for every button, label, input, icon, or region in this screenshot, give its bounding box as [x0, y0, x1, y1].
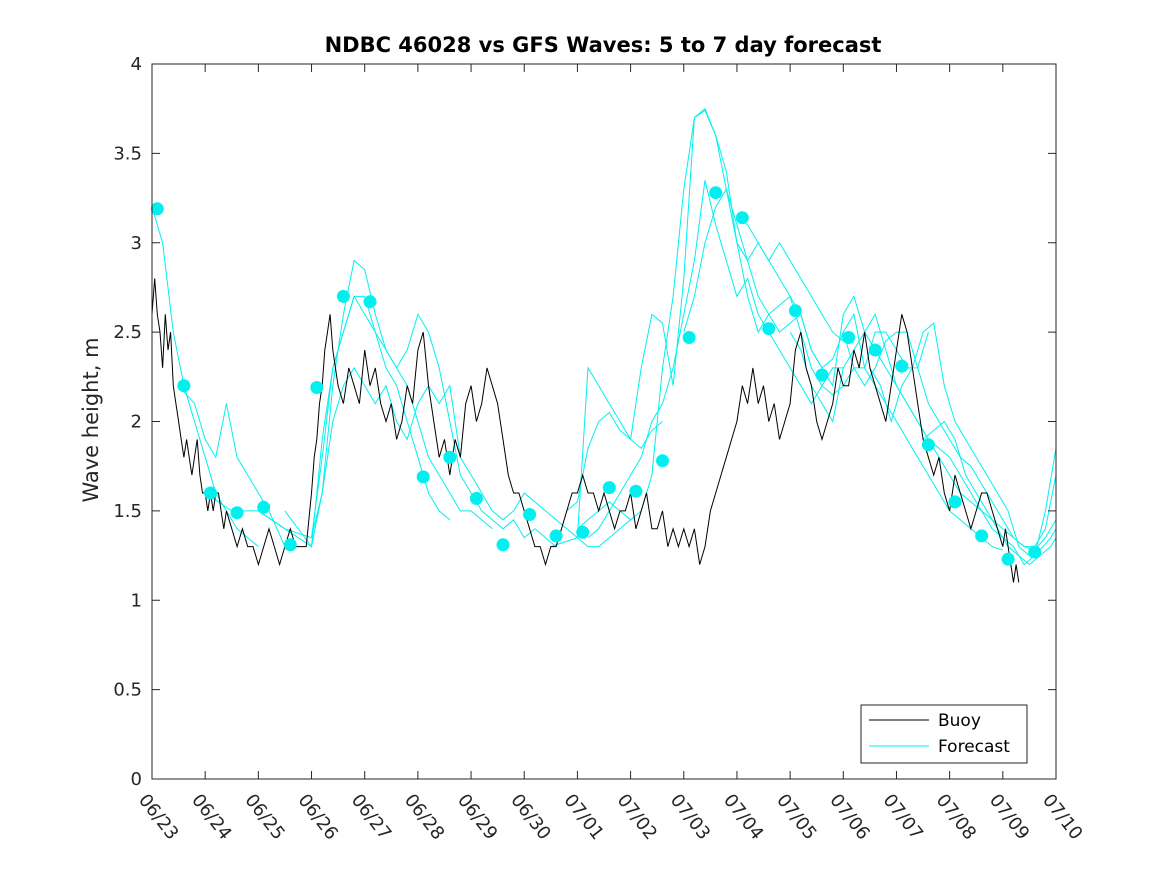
y-axis-label: Wave height, m [79, 337, 103, 502]
forecast-marker [576, 525, 590, 539]
forecast-marker [602, 481, 616, 495]
forecast-marker [709, 186, 723, 200]
forecast-marker [682, 331, 696, 344]
forecast-marker [204, 486, 217, 500]
forecast-marker [469, 491, 483, 505]
y-tick-label: 0.5 [113, 680, 142, 701]
forecast-marker [629, 484, 643, 498]
forecast-marker [230, 506, 244, 520]
forecast-marker [310, 381, 324, 394]
forecast-marker [921, 438, 935, 452]
forecast-marker [1001, 552, 1015, 566]
y-tick-label: 2.5 [113, 322, 142, 343]
forecast-marker [523, 508, 537, 521]
y-tick-label: 3 [131, 233, 142, 254]
forecast-marker [283, 538, 297, 552]
forecast-marker [815, 368, 829, 382]
forecast-line-13 [789, 313, 1057, 566]
forecast-marker [842, 331, 856, 344]
forecast-marker [363, 295, 377, 309]
forecast-marker [150, 202, 164, 216]
forecast-line-5 [284, 295, 557, 548]
forecast-line-9 [577, 109, 844, 530]
legend-buoy-label: Buoy [938, 711, 981, 731]
forecast-line-1 [151, 206, 259, 547]
y-tick-label: 1.5 [113, 501, 142, 522]
forecast-marker [868, 343, 882, 357]
forecast-marker [948, 495, 962, 509]
y-tick-label: 3.5 [113, 143, 142, 164]
forecast-marker [443, 450, 457, 464]
y-tick-label: 1 [131, 590, 142, 611]
forecast-line-14 [842, 331, 1057, 548]
y-tick-label: 4 [131, 54, 142, 75]
forecast-marker [656, 454, 669, 468]
forecast-marker [895, 359, 909, 373]
chart-title: NDBC 46028 vs GFS Waves: 5 to 7 day fore… [325, 33, 882, 57]
forecast-marker [788, 304, 802, 318]
forecast-marker [549, 529, 563, 543]
legend: Buoy Forecast [860, 704, 1028, 764]
forecast-marker [1028, 545, 1042, 559]
forecast-marker [416, 470, 430, 484]
forecast-marker [735, 211, 749, 225]
forecast-marker [496, 538, 510, 552]
forecast-line-10 [587, 180, 844, 539]
forecast-marker [975, 529, 989, 543]
forecast-marker [762, 322, 776, 336]
legend-forecast-label: Forecast [938, 737, 1010, 757]
buoy-line [151, 278, 1020, 583]
forecast-marker [177, 379, 191, 393]
forecast-marker [257, 500, 271, 514]
y-tick-label: 0 [131, 769, 142, 790]
legend-box [860, 704, 1028, 764]
plot-area [150, 107, 1057, 583]
y-tick-label: 2 [131, 412, 142, 433]
forecast-marker [336, 289, 350, 303]
